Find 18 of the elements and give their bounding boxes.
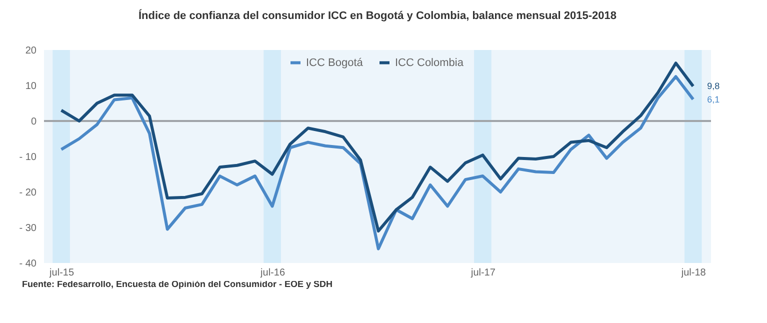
- x-tick-label: jul-15: [48, 268, 74, 278]
- x-tick-label: jul-16: [260, 268, 286, 278]
- x-tick-label: jul-17: [470, 268, 496, 278]
- y-tick-label: 10: [25, 81, 37, 92]
- y-tick-label: - 40: [19, 258, 37, 270]
- legend-label: ICC Colombia: [395, 56, 464, 69]
- x-tick-label: jul-18: [680, 268, 706, 278]
- y-tick-label: 20: [25, 46, 37, 56]
- legend-label: ICC Bogotá: [306, 56, 364, 69]
- data-label: 9,8: [707, 81, 720, 92]
- data-label: 6,1: [707, 94, 720, 104]
- y-tick-label: - 20: [19, 188, 37, 198]
- y-tick-label: - 30: [19, 223, 37, 234]
- y-tick-label: 0: [30, 116, 37, 128]
- chart-title: Índice de confianza del consumidor ICC en Bogotá y Colombia, balance mensual 2015-2018: [138, 9, 617, 22]
- source-note: Fuente: Fedesarrollo, Encuesta de Opinión del Consumidor - EOE y SDH: [22, 279, 334, 289]
- y-tick-label: - 10: [19, 152, 37, 163]
- line-series: [60, 75, 695, 250]
